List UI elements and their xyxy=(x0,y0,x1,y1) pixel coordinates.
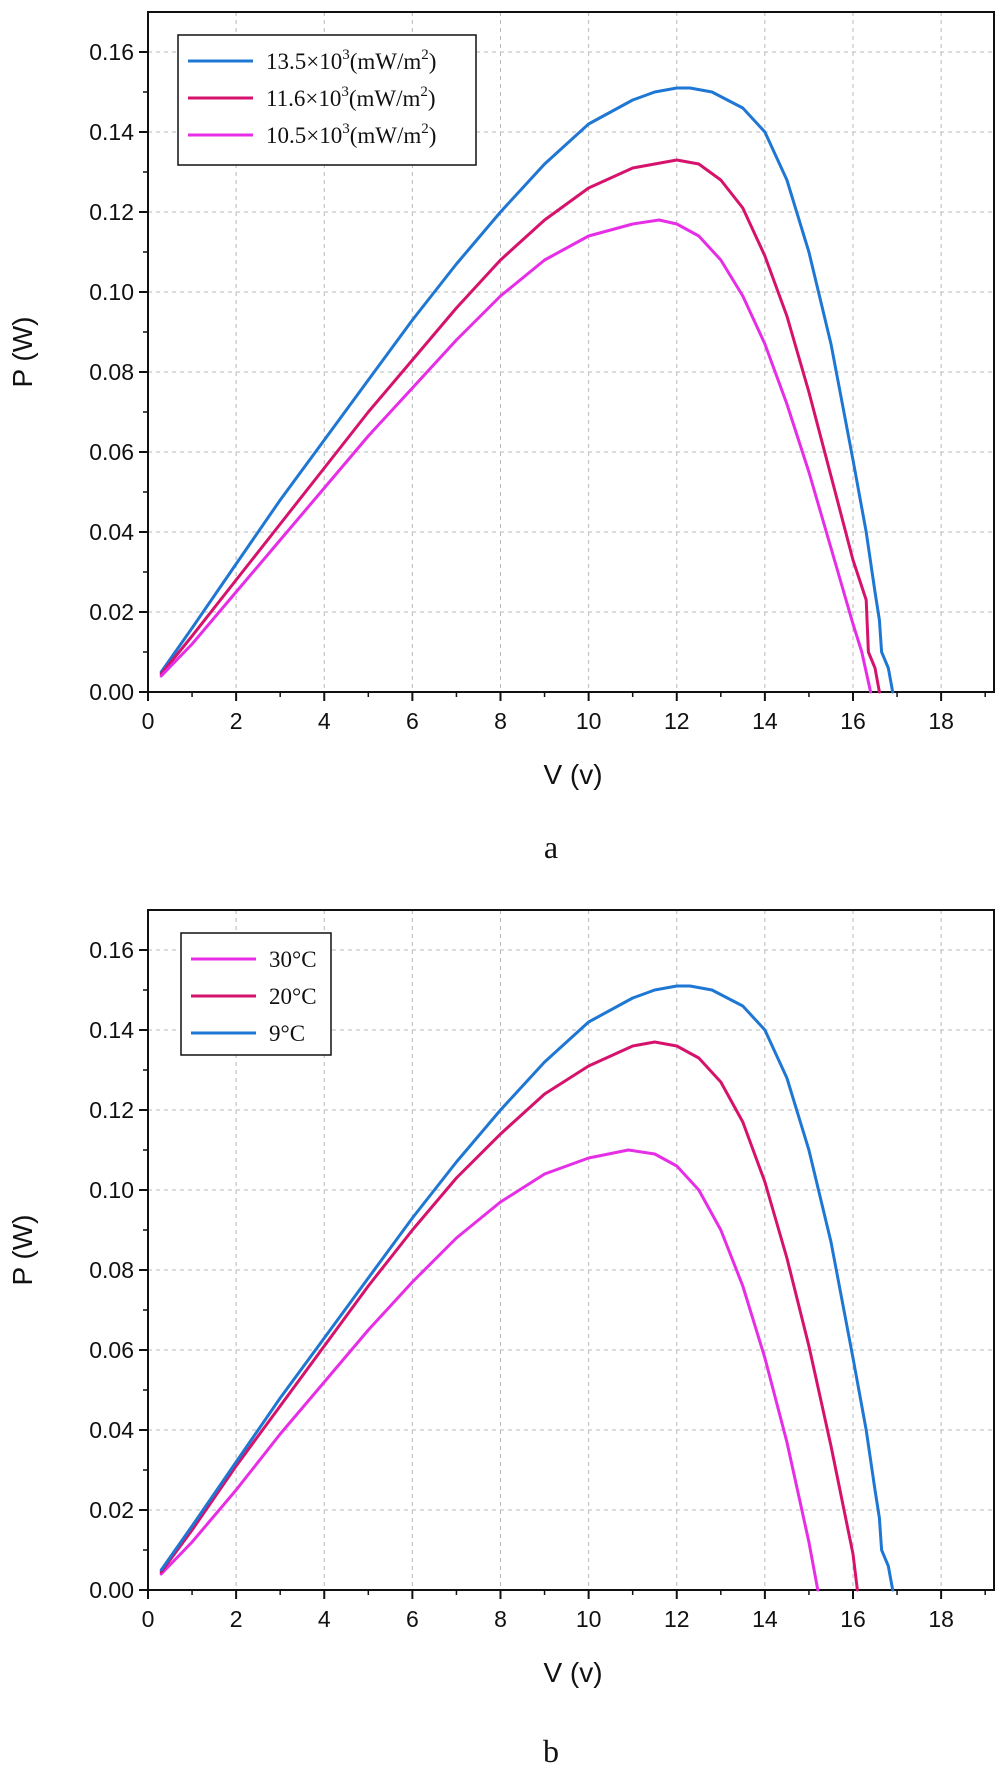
series-line-3 xyxy=(159,984,895,1592)
x-axis-title: V (v) xyxy=(543,1657,602,1688)
x-tick-label: 12 xyxy=(664,1606,690,1632)
y-tick-label: 0.10 xyxy=(89,1177,134,1203)
grid xyxy=(148,12,994,692)
x-axis-title: V (v) xyxy=(543,759,602,790)
x-tick-label: 10 xyxy=(576,708,602,734)
x-tick-label: 2 xyxy=(230,708,243,734)
x-tick-label: 0 xyxy=(142,708,155,734)
y-tick-label: 0.04 xyxy=(89,519,134,545)
legend-label: 9°C xyxy=(269,1021,305,1046)
legend-text-part: ) xyxy=(429,49,437,74)
y-tick-label: 0.12 xyxy=(89,199,134,225)
legend-label: 30°C xyxy=(269,947,317,972)
legend-superscript: 3 xyxy=(341,84,349,100)
legend-label: 11.6×103(mW/m2) xyxy=(266,84,436,111)
x-tick-label: 6 xyxy=(406,1606,419,1632)
legend-text-part: (mW/m xyxy=(350,123,422,148)
x-tick-label: 6 xyxy=(406,708,419,734)
y-tick-label: 0.10 xyxy=(89,279,134,305)
legend-text-part: ) xyxy=(428,86,436,111)
x-tick-label: 14 xyxy=(752,1606,778,1632)
x-tick-label: 8 xyxy=(494,1606,507,1632)
x-tick-label: 4 xyxy=(318,708,331,734)
series-line-1 xyxy=(159,86,895,694)
x-tick-label: 18 xyxy=(928,1606,954,1632)
legend-box xyxy=(180,932,332,1056)
legend-text-part: ) xyxy=(429,123,437,148)
legend: 30°C 20°C 9°C xyxy=(180,932,332,1056)
y-tick-label: 0.16 xyxy=(89,39,134,65)
legend-text-part: (mW/m xyxy=(349,86,421,111)
x-tick-label: 2 xyxy=(230,1606,243,1632)
chart-panel-b: 0 2 4 6 8 10 12 14 16 18 0.00 0.02 0.04 0.06 0.08 0.10 0… xyxy=(7,909,995,1769)
series-line-3 xyxy=(159,218,873,694)
y-tick-label: 0.04 xyxy=(89,1417,134,1443)
legend-superscript: 2 xyxy=(420,84,428,100)
y-tick-label: 0.06 xyxy=(89,439,134,465)
x-tick-label: 4 xyxy=(318,1606,331,1632)
y-axis-title: P (W) xyxy=(7,316,38,387)
x-tick-label: 10 xyxy=(576,1606,602,1632)
y-tick-label: 0.16 xyxy=(89,937,134,963)
x-tick-label: 18 xyxy=(928,708,954,734)
plot-frame xyxy=(147,11,995,693)
series-line-1 xyxy=(159,1148,820,1592)
legend-superscript: 3 xyxy=(342,47,350,63)
y-tick-label: 0.12 xyxy=(89,1097,134,1123)
y-tick-label: 0.00 xyxy=(89,1577,134,1603)
x-tick-label: 16 xyxy=(840,1606,866,1632)
y-tick-label: 0.08 xyxy=(89,359,134,385)
y-tick-label: 0.00 xyxy=(89,679,134,705)
legend-label: 20°C xyxy=(269,984,317,1009)
y-tick-label: 0.06 xyxy=(89,1337,134,1363)
panel-label: a xyxy=(544,829,558,865)
legend-superscript: 2 xyxy=(421,47,429,63)
legend-superscript: 2 xyxy=(421,121,429,137)
legend-text-part: 9°C xyxy=(269,1021,305,1046)
series-line-2 xyxy=(159,158,881,694)
legend-text-part: 30°C xyxy=(269,947,317,972)
legend-text-part: 11.6×10 xyxy=(266,86,341,111)
y-tick-label: 0.08 xyxy=(89,1257,134,1283)
y-tick-label: 0.14 xyxy=(89,119,134,145)
legend-label: 13.5×103(mW/m2) xyxy=(266,47,436,74)
y-axis-title: P (W) xyxy=(7,1214,38,1285)
legend-text-part: (mW/m xyxy=(350,49,422,74)
x-tick-label: 12 xyxy=(664,708,690,734)
x-tick-label: 14 xyxy=(752,708,778,734)
y-tick-label: 0.14 xyxy=(89,1017,134,1043)
legend-text-part: 10.5×10 xyxy=(266,123,342,148)
legend-superscript: 3 xyxy=(342,121,350,137)
plot-frame xyxy=(147,909,995,1591)
x-tick-label: 16 xyxy=(840,708,866,734)
legend-box xyxy=(177,34,477,166)
y-tick-label: 0.02 xyxy=(89,599,134,625)
legend: 13.5×103(mW/m2)11.6×103(mW/m2)10.5×103(m… xyxy=(177,34,477,166)
y-tick-label: 0.02 xyxy=(89,1497,134,1523)
x-tick-label: 0 xyxy=(142,1606,155,1632)
x-tick-label: 8 xyxy=(494,708,507,734)
legend-text-part: 20°C xyxy=(269,984,317,1009)
legend-label: 10.5×103(mW/m2) xyxy=(266,121,436,148)
legend-text-part: 13.5×10 xyxy=(266,49,342,74)
chart-panel-a: 0 2 4 6 8 10 12 14 16 18 0.00 0.02 0.04 0.06 0.08 0.10 0… xyxy=(7,11,995,865)
panel-label: b xyxy=(543,1733,559,1769)
series-line-2 xyxy=(159,1040,859,1592)
